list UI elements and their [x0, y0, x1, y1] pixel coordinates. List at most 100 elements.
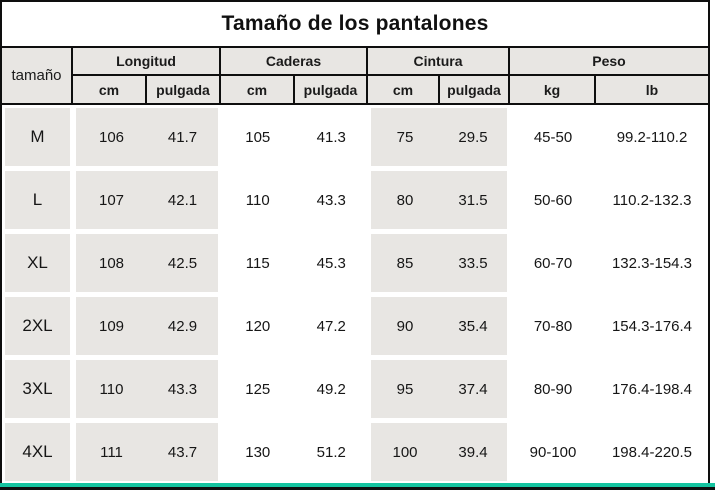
value-cell: 105 [245, 128, 271, 146]
value-cell: 43.3 [316, 191, 346, 209]
value-cell: 33.5 [458, 254, 488, 272]
value-cell: 31.5 [458, 191, 488, 209]
cintura-cells: 90 35.4 [368, 297, 510, 355]
value-cell: 107 [98, 191, 125, 209]
size-cell: XL [27, 253, 48, 272]
value-cell: 43.7 [167, 443, 198, 461]
longitud-cells: 110 43.3 [73, 360, 221, 418]
longitud-cells: 106 41.7 [73, 108, 221, 166]
value-cell: 110 [245, 191, 270, 209]
value-cell: 47.2 [316, 317, 346, 335]
value-cell: 109 [98, 317, 125, 335]
size-cell: 3XL [22, 379, 53, 398]
cintura-cells: 95 37.4 [368, 360, 510, 418]
value-cell: 41.7 [167, 128, 198, 146]
value-cell: 42.1 [167, 191, 198, 209]
peso-cells: 45-50 99.2-110.2 [510, 108, 708, 166]
value-cell: 110.2-132.3 [612, 191, 692, 209]
table-row: XL 108 42.5 115 45.3 85 33.5 60-70 132.3… [2, 234, 708, 292]
cintura-cells: 85 33.5 [368, 234, 510, 292]
value-cell: 39.4 [458, 443, 488, 461]
value-cell: 85 [396, 254, 414, 272]
page-title: Tamaño de los pantalones [221, 12, 489, 35]
value-cell: 106 [98, 128, 125, 146]
accent-bottom-bar [0, 483, 715, 487]
longitud-cells: 109 42.9 [73, 297, 221, 355]
peso-cells: 60-70 132.3-154.3 [510, 234, 708, 292]
column-group-caderas: Caderas [221, 48, 366, 74]
column-group-peso: Peso [510, 48, 708, 74]
value-cell: 42.5 [167, 254, 198, 272]
value-cell: 51.2 [316, 443, 346, 461]
value-cell: 132.3-154.3 [611, 254, 693, 272]
subheader-peso-kg: kg [510, 76, 594, 103]
subheader-cintura-cm: cm [368, 76, 438, 103]
table-row: 3XL 110 43.3 125 49.2 95 37.4 80-90 176.… [2, 360, 708, 418]
value-cell: 75 [396, 128, 414, 146]
subheader-peso-lb: lb [596, 76, 708, 103]
value-cell: 130 [245, 443, 271, 461]
table-row: 4XL 111 43.7 130 51.2 100 39.4 90-100 19… [2, 423, 708, 481]
value-cell: 120 [245, 317, 271, 335]
value-cell: 45.3 [316, 254, 346, 272]
value-cell: 45-50 [533, 128, 573, 146]
table-header: tamaño Longitud Caderas Cintura Peso cm … [2, 46, 708, 105]
peso-cells: 50-60 110.2-132.3 [510, 171, 708, 229]
table-row: 2XL 109 42.9 120 47.2 90 35.4 70-80 154.… [2, 297, 708, 355]
value-cell: 111 [100, 443, 123, 461]
column-group-cintura: Cintura [368, 48, 508, 74]
value-cell: 43.3 [167, 380, 198, 398]
value-cell: 37.4 [458, 380, 488, 398]
value-cell: 42.9 [167, 317, 198, 335]
size-cell: M [30, 127, 45, 146]
value-cell: 95 [396, 380, 414, 398]
subheader-longitud-cm: cm [73, 76, 145, 103]
longitud-cells: 111 43.7 [73, 423, 221, 481]
size-cell: 4XL [22, 442, 53, 461]
peso-cells: 70-80 154.3-176.4 [510, 297, 708, 355]
table-row: L 107 42.1 110 43.3 80 31.5 50-60 110.2-… [2, 171, 708, 229]
size-cell: L [32, 190, 43, 209]
subheader-caderas-pulgada: pulgada [295, 76, 366, 103]
value-cell: 29.5 [458, 128, 488, 146]
value-cell: 49.2 [316, 380, 346, 398]
cintura-cells: 75 29.5 [368, 108, 510, 166]
value-cell: 198.4-220.5 [611, 443, 693, 461]
bottom-border-line [0, 487, 715, 490]
size-cell: 2XL [22, 316, 53, 335]
subheader-longitud-pulgada: pulgada [147, 76, 219, 103]
caderas-cells: 125 49.2 [221, 360, 368, 418]
caderas-cells: 115 45.3 [221, 234, 368, 292]
caderas-cells: 110 43.3 [221, 171, 368, 229]
value-cell: 80-90 [533, 380, 573, 398]
caderas-cells: 120 47.2 [221, 297, 368, 355]
value-cell: 90 [396, 317, 414, 335]
value-cell: 80 [396, 191, 414, 209]
column-header-size: tamaño [2, 48, 71, 103]
longitud-cells: 107 42.1 [73, 171, 221, 229]
cintura-cells: 100 39.4 [368, 423, 510, 481]
value-cell: 125 [245, 380, 271, 398]
value-cell: 100 [392, 443, 418, 461]
value-cell: 108 [98, 254, 125, 272]
peso-cells: 80-90 176.4-198.4 [510, 360, 708, 418]
longitud-cells: 108 42.5 [73, 234, 221, 292]
value-cell: 50-60 [533, 191, 573, 209]
peso-cells: 90-100 198.4-220.5 [510, 423, 708, 481]
caderas-cells: 105 41.3 [221, 108, 368, 166]
value-cell: 176.4-198.4 [611, 380, 693, 398]
subheader-caderas-cm: cm [221, 76, 293, 103]
value-cell: 110 [99, 380, 124, 398]
value-cell: 70-80 [533, 317, 573, 335]
value-cell: 99.2-110.2 [616, 128, 688, 146]
value-cell: 41.3 [316, 128, 346, 146]
cintura-cells: 80 31.5 [368, 171, 510, 229]
value-cell: 60-70 [533, 254, 573, 272]
table-row: M 106 41.7 105 41.3 75 29.5 45-50 99.2-1… [2, 108, 708, 166]
value-cell: 35.4 [458, 317, 488, 335]
subheader-cintura-pulgada: pulgada [440, 76, 508, 103]
table-body: M 106 41.7 105 41.3 75 29.5 45-50 99.2-1… [2, 105, 708, 481]
column-group-longitud: Longitud [73, 48, 219, 74]
